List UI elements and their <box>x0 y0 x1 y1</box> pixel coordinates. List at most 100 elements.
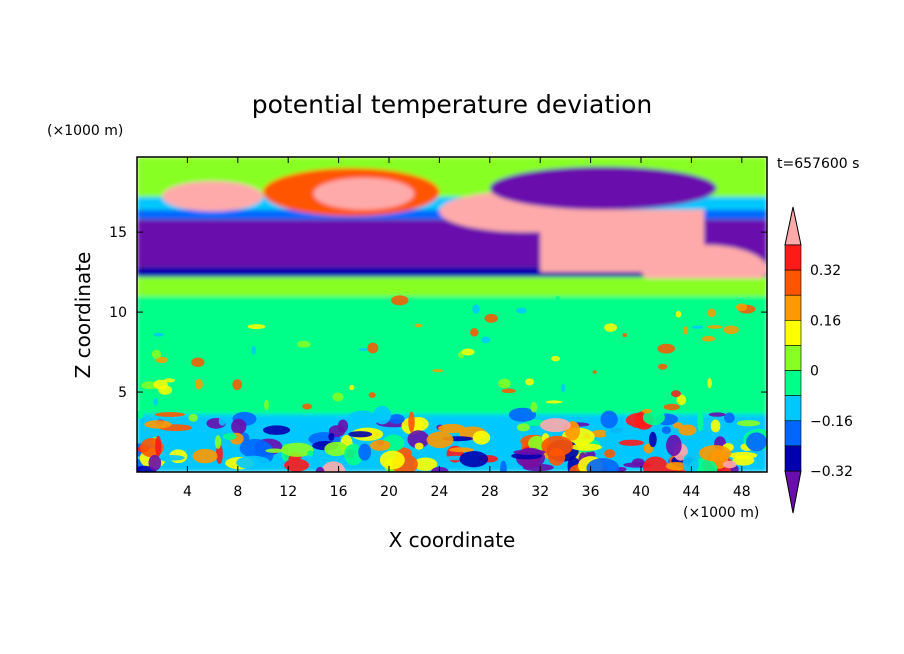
colorbar-tick-label: 0 <box>810 364 819 380</box>
midlevel-patch <box>682 326 689 335</box>
midlevel-patch <box>530 401 538 413</box>
midlevel-patch <box>592 370 597 374</box>
field-region <box>489 166 717 210</box>
midlevel-patch <box>658 363 668 370</box>
turbulence-patch <box>500 460 507 472</box>
colorbar-segment <box>784 395 802 422</box>
field-region <box>162 180 263 212</box>
midlevel-patch <box>230 322 243 330</box>
midlevel-patch <box>676 394 687 406</box>
x-tick-label: 36 <box>582 484 600 500</box>
x-axis-label: X coordinate <box>389 528 516 552</box>
turbulence-patch <box>328 432 335 441</box>
midlevel-patch <box>191 357 205 368</box>
turbulence-patch <box>307 450 314 457</box>
field-region <box>137 278 767 297</box>
midlevel-patch <box>657 343 676 354</box>
midlevel-patch <box>432 369 444 373</box>
colorbar-tick-label: 0.16 <box>810 313 841 329</box>
turbulence-patch <box>746 432 767 452</box>
turbulence-patch <box>472 430 491 445</box>
time-label: t=657600 s <box>777 156 859 172</box>
turbulence-patch <box>642 409 665 426</box>
colorbar-segment <box>784 345 802 371</box>
turbulence-patch <box>666 434 682 457</box>
turbulence-patch <box>379 450 405 470</box>
turbulence-patch <box>337 419 349 433</box>
turbulence-patch <box>541 435 574 457</box>
turbulence-patch <box>632 458 645 466</box>
turbulence-patch <box>192 448 218 464</box>
midlevel-patch <box>484 313 498 323</box>
y-tick-label: 10 <box>109 305 127 321</box>
turbulence-patch <box>678 424 697 436</box>
colorbar-segment <box>784 244 802 271</box>
turbulence-patch <box>155 435 162 457</box>
midlevel-patch <box>461 348 475 356</box>
turbulence-patch <box>459 450 489 468</box>
turbulence-patch <box>144 420 172 429</box>
field-plot <box>137 157 767 472</box>
midlevel-patch <box>545 400 563 404</box>
turbulence-patch <box>262 425 291 435</box>
midlevel-patch <box>663 403 680 411</box>
colorbar-segment <box>784 445 802 472</box>
x-axis: 4 8 12 16 20 24 28 32 36 40 44 48 <box>183 157 751 500</box>
turbulence-patch <box>324 441 349 457</box>
colorbar-tick-label: −0.32 <box>810 464 853 480</box>
midlevel-patch <box>604 323 618 332</box>
x-tick-label: 32 <box>531 484 549 500</box>
turbulence-patch <box>728 451 758 459</box>
colorbar-extend-max <box>784 206 802 246</box>
x-tick-label: 40 <box>632 484 650 500</box>
turbulence-patch <box>722 460 737 469</box>
turbulence-patch <box>373 405 392 425</box>
midlevel-patch <box>153 379 168 390</box>
midlevel-patch <box>707 378 712 389</box>
midlevel-patch <box>358 347 371 351</box>
turbulence-patch <box>708 412 726 417</box>
chart-title: potential temperature deviation <box>252 90 652 119</box>
turbulence-patch <box>591 429 609 438</box>
turbulence-patch <box>358 443 372 461</box>
turbulence-patch <box>407 430 430 449</box>
x-tick-label: 48 <box>733 484 751 500</box>
x-tick-label: 28 <box>481 484 499 500</box>
midlevel-patch <box>195 378 203 390</box>
midlevel-patch <box>251 345 256 355</box>
turbulence-patch <box>148 454 162 471</box>
turbulence-patch <box>281 442 314 457</box>
turbulence-patch <box>159 455 185 461</box>
midlevel-patch <box>349 384 355 391</box>
turbulence-patch <box>570 443 602 451</box>
x-tick-label: 24 <box>430 484 448 500</box>
y-tick-label: 5 <box>118 385 127 401</box>
turbulence-patch <box>513 449 546 455</box>
midlevel-patch <box>232 379 243 391</box>
midlevel-patch <box>355 396 364 400</box>
turbulence-patch <box>672 422 683 429</box>
turbulence-patch <box>214 435 222 449</box>
turbulence-patch <box>661 426 672 435</box>
turbulence-patch <box>321 461 346 472</box>
turbulence-patch <box>642 456 668 472</box>
midlevel-patch <box>153 398 158 406</box>
colorbar-segment <box>784 420 802 447</box>
turbulence-patch <box>548 447 566 466</box>
turbulence-patch <box>408 411 415 433</box>
turbulence-patch <box>222 433 237 440</box>
turbulence-patch <box>437 423 466 434</box>
turbulence-patch <box>344 443 364 466</box>
colorbar-tick-label: −0.16 <box>810 414 853 430</box>
turbulence-patch <box>698 445 732 462</box>
colorbar-extend-min <box>784 470 802 514</box>
turbulence-patch <box>388 414 405 424</box>
midlevel-patch <box>701 335 716 342</box>
midlevel-patch <box>470 328 479 337</box>
turbulence-patch <box>665 462 688 471</box>
x-tick-label: 12 <box>279 484 297 500</box>
turbulence-patch <box>618 439 644 446</box>
midlevel-patch <box>707 308 716 318</box>
x-tick-label: 4 <box>183 484 192 500</box>
colorbar-segment <box>784 269 802 296</box>
